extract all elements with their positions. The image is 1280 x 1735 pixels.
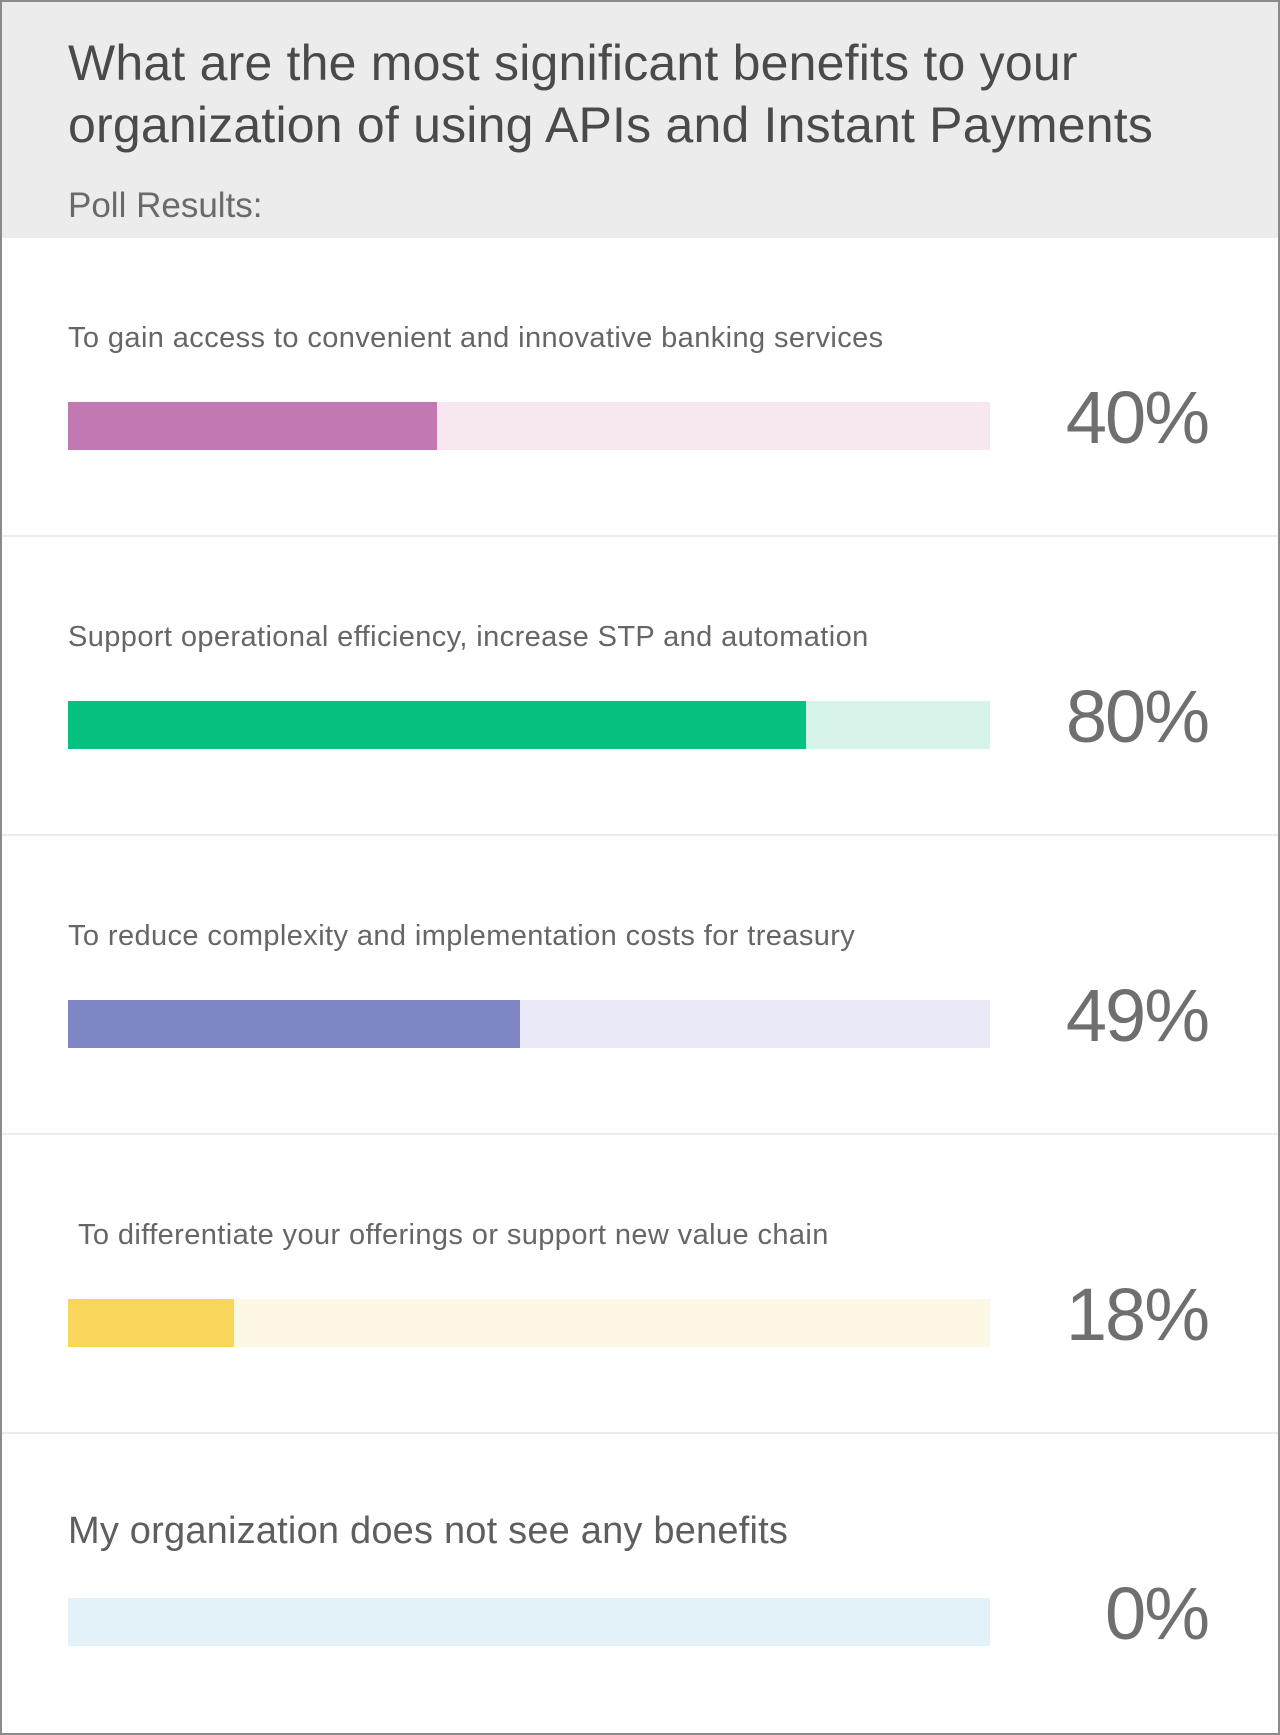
- option-bar-track: [68, 701, 990, 749]
- poll-results-subtitle: Poll Results:: [68, 186, 263, 225]
- option-bar-fill: [68, 701, 806, 749]
- poll-option-reduce-complexity: To reduce complexity and implementation …: [2, 836, 1278, 1135]
- poll-question-line-1: What are the most significant benefits t…: [68, 35, 1078, 91]
- poll-header: What are the most significant benefits t…: [2, 2, 1278, 238]
- poll-option-banking-services: To gain access to convenient and innovat…: [2, 238, 1278, 537]
- poll-question: What are the most significant benefits t…: [68, 32, 1278, 156]
- option-label: My organization does not see any benefit…: [68, 1510, 789, 1552]
- poll-option-differentiate-offerings: To differentiate your offerings or suppo…: [2, 1135, 1278, 1434]
- option-label: To gain access to convenient and innovat…: [68, 322, 884, 354]
- option-percent: 80%: [1065, 675, 1210, 758]
- option-label: To reduce complexity and implementation …: [68, 920, 856, 952]
- option-bar-fill: [68, 1299, 234, 1347]
- option-label: Support operational efficiency, increase…: [68, 621, 869, 653]
- poll-question-line-2: organization of using APIs and Instant P…: [68, 97, 1154, 153]
- option-percent: 0%: [1105, 1572, 1210, 1655]
- option-label: To differentiate your offerings or suppo…: [78, 1219, 829, 1251]
- option-bar-fill: [68, 1000, 520, 1048]
- option-bar-track: [68, 1299, 990, 1347]
- option-bar-track: [68, 402, 990, 450]
- option-bar-fill: [68, 402, 437, 450]
- option-percent: 18%: [1065, 1273, 1210, 1356]
- option-bar-track: [68, 1598, 990, 1646]
- option-percent: 49%: [1065, 974, 1210, 1057]
- option-percent: 40%: [1065, 376, 1210, 459]
- poll-option-operational-efficiency: Support operational efficiency, increase…: [2, 537, 1278, 836]
- poll-option-no-benefits: My organization does not see any benefit…: [2, 1434, 1278, 1733]
- option-bar-track: [68, 1000, 990, 1048]
